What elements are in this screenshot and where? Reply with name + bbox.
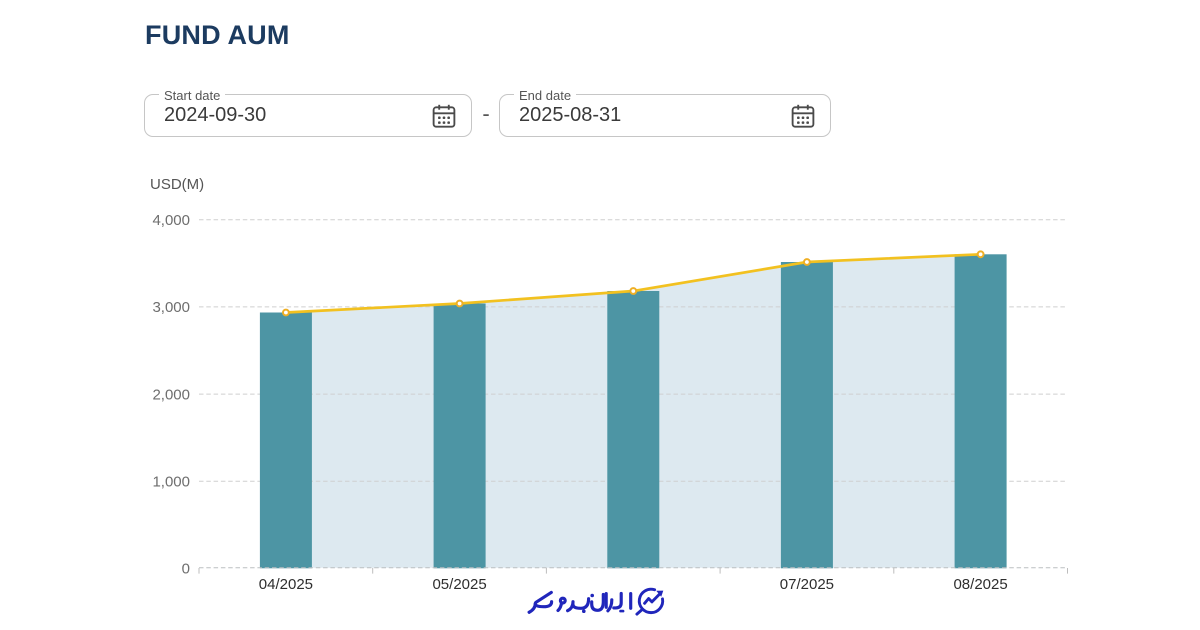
svg-text:07/2025: 07/2025	[780, 576, 834, 593]
svg-text:0: 0	[182, 561, 190, 578]
svg-text:2,000: 2,000	[152, 386, 190, 403]
svg-text:4,000: 4,000	[152, 212, 190, 229]
svg-text:08/2025: 08/2025	[953, 576, 1007, 593]
svg-text:04/2025: 04/2025	[259, 576, 313, 593]
svg-text:USD(M): USD(M)	[150, 176, 204, 193]
svg-text:3,000: 3,000	[152, 299, 190, 316]
svg-text:1,000: 1,000	[152, 474, 190, 491]
svg-text:05/2025: 05/2025	[432, 576, 486, 593]
